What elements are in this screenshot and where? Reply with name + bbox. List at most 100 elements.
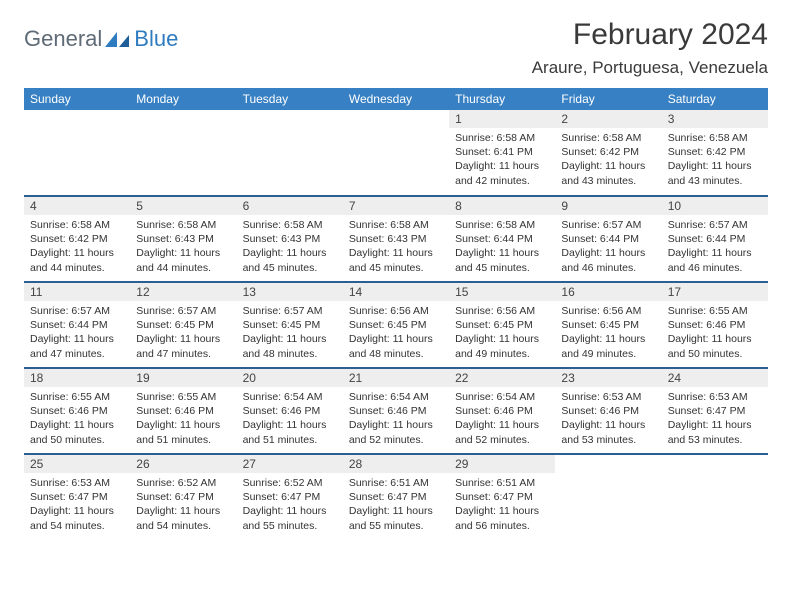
day-number: 11 xyxy=(24,283,130,301)
day-number: 17 xyxy=(662,283,768,301)
calendar-cell: 23Sunrise: 6:53 AMSunset: 6:46 PMDayligh… xyxy=(555,368,661,454)
calendar-cell: 29Sunrise: 6:51 AMSunset: 6:47 PMDayligh… xyxy=(449,454,555,540)
day-header: Sunday xyxy=(24,88,130,110)
sunset-text: Sunset: 6:45 PM xyxy=(136,318,230,332)
day-details: Sunrise: 6:58 AMSunset: 6:43 PMDaylight:… xyxy=(343,215,449,279)
day-details: Sunrise: 6:56 AMSunset: 6:45 PMDaylight:… xyxy=(449,301,555,365)
daylight-text: Daylight: 11 hours and 53 minutes. xyxy=(561,418,655,446)
sunset-text: Sunset: 6:47 PM xyxy=(243,490,337,504)
sunrise-text: Sunrise: 6:57 AM xyxy=(243,304,337,318)
sunset-text: Sunset: 6:44 PM xyxy=(668,232,762,246)
calendar-cell: 7Sunrise: 6:58 AMSunset: 6:43 PMDaylight… xyxy=(343,196,449,282)
day-details: Sunrise: 6:54 AMSunset: 6:46 PMDaylight:… xyxy=(343,387,449,451)
calendar-cell: 11Sunrise: 6:57 AMSunset: 6:44 PMDayligh… xyxy=(24,282,130,368)
sunset-text: Sunset: 6:44 PM xyxy=(561,232,655,246)
calendar-cell: 17Sunrise: 6:55 AMSunset: 6:46 PMDayligh… xyxy=(662,282,768,368)
day-number: 27 xyxy=(237,455,343,473)
day-number: 8 xyxy=(449,197,555,215)
day-number xyxy=(130,110,236,128)
sunset-text: Sunset: 6:43 PM xyxy=(243,232,337,246)
calendar-cell: 26Sunrise: 6:52 AMSunset: 6:47 PMDayligh… xyxy=(130,454,236,540)
sunrise-text: Sunrise: 6:58 AM xyxy=(455,131,549,145)
day-number: 20 xyxy=(237,369,343,387)
daylight-text: Daylight: 11 hours and 44 minutes. xyxy=(136,246,230,274)
daylight-text: Daylight: 11 hours and 54 minutes. xyxy=(136,504,230,532)
day-details: Sunrise: 6:58 AMSunset: 6:43 PMDaylight:… xyxy=(237,215,343,279)
sunrise-text: Sunrise: 6:53 AM xyxy=(561,390,655,404)
calendar-cell: 22 Sunrise: 6:54 AMSunset: 6:46 PMDayligh… xyxy=(449,368,555,454)
daylight-text: Daylight: 11 hours and 52 minutes. xyxy=(455,418,549,446)
day-number: 25 xyxy=(24,455,130,473)
calendar-cell: 25Sunrise: 6:53 AMSunset: 6:47 PMDayligh… xyxy=(24,454,130,540)
sunset-text: Sunset: 6:45 PM xyxy=(349,318,443,332)
day-number: 19 xyxy=(130,369,236,387)
calendar-cell: 24Sunrise: 6:53 AMSunset: 6:47 PMDayligh… xyxy=(662,368,768,454)
daylight-text: Daylight: 11 hours and 44 minutes. xyxy=(30,246,124,274)
calendar-cell: 2Sunrise: 6:58 AMSunset: 6:42 PMDaylight… xyxy=(555,110,661,196)
day-number: 18 xyxy=(24,369,130,387)
sunrise-text: Sunrise: 6:58 AM xyxy=(668,131,762,145)
sunset-text: Sunset: 6:46 PM xyxy=(243,404,337,418)
calendar-cell: 14Sunrise: 6:56 AMSunset: 6:45 PMDayligh… xyxy=(343,282,449,368)
calendar-week: 18Sunrise: 6:55 AMSunset: 6:46 PMDayligh… xyxy=(24,368,768,454)
sunset-text: Sunset: 6:42 PM xyxy=(561,145,655,159)
daylight-text: Daylight: 11 hours and 48 minutes. xyxy=(243,332,337,360)
day-details: Sunrise: 6:57 AMSunset: 6:45 PMDaylight:… xyxy=(130,301,236,365)
calendar-cell xyxy=(555,454,661,540)
day-details: Sunrise: 6:52 AMSunset: 6:47 PMDaylight:… xyxy=(237,473,343,537)
day-details: Sunrise: 6:56 AMSunset: 6:45 PMDaylight:… xyxy=(343,301,449,365)
daylight-text: Daylight: 11 hours and 49 minutes. xyxy=(455,332,549,360)
day-number: 12 xyxy=(130,283,236,301)
sunset-text: Sunset: 6:46 PM xyxy=(136,404,230,418)
sunset-text: Sunset: 6:43 PM xyxy=(349,232,443,246)
day-number: 16 xyxy=(555,283,661,301)
daylight-text: Daylight: 11 hours and 45 minutes. xyxy=(349,246,443,274)
day-details: Sunrise: 6:57 AMSunset: 6:44 PMDaylight:… xyxy=(24,301,130,365)
day-number: 3 xyxy=(662,110,768,128)
day-number: 23 xyxy=(555,369,661,387)
day-details: Sunrise: 6:53 AMSunset: 6:47 PMDaylight:… xyxy=(24,473,130,537)
daylight-text: Daylight: 11 hours and 43 minutes. xyxy=(668,159,762,187)
calendar-cell: 13Sunrise: 6:57 AMSunset: 6:45 PMDayligh… xyxy=(237,282,343,368)
day-number: 21 xyxy=(343,369,449,387)
sunrise-text: Sunrise: 6:54 AM xyxy=(349,390,443,404)
day-details: Sunrise: 6:55 AMSunset: 6:46 PMDaylight:… xyxy=(130,387,236,451)
day-number: 4 xyxy=(24,197,130,215)
calendar-cell xyxy=(343,110,449,196)
day-details: Sunrise: 6:53 AMSunset: 6:46 PMDaylight:… xyxy=(555,387,661,451)
daylight-text: Daylight: 11 hours and 50 minutes. xyxy=(668,332,762,360)
daylight-text: Daylight: 11 hours and 43 minutes. xyxy=(561,159,655,187)
day-details: Sunrise: 6:58 AMSunset: 6:42 PMDaylight:… xyxy=(555,128,661,192)
sunrise-text: Sunrise: 6:57 AM xyxy=(30,304,124,318)
location-label: Araure, Portuguesa, Venezuela xyxy=(532,58,768,78)
day-number xyxy=(237,110,343,128)
day-number: 6 xyxy=(237,197,343,215)
day-header: Saturday xyxy=(662,88,768,110)
day-details: Sunrise: 6:58 AMSunset: 6:44 PMDaylight:… xyxy=(449,215,555,279)
calendar-cell: 10Sunrise: 6:57 AMSunset: 6:44 PMDayligh… xyxy=(662,196,768,282)
sunset-text: Sunset: 6:46 PM xyxy=(349,404,443,418)
daylight-text: Daylight: 11 hours and 45 minutes. xyxy=(243,246,337,274)
day-details: Sunrise: 6:58 AMSunset: 6:42 PMDaylight:… xyxy=(662,128,768,192)
calendar-cell: 16Sunrise: 6:56 AMSunset: 6:45 PMDayligh… xyxy=(555,282,661,368)
calendar-cell: 8Sunrise: 6:58 AMSunset: 6:44 PMDaylight… xyxy=(449,196,555,282)
day-header: Tuesday xyxy=(237,88,343,110)
calendar-cell xyxy=(24,110,130,196)
calendar-week: 4Sunrise: 6:58 AMSunset: 6:42 PMDaylight… xyxy=(24,196,768,282)
day-header: Friday xyxy=(555,88,661,110)
calendar-cell: 27Sunrise: 6:52 AMSunset: 6:47 PMDayligh… xyxy=(237,454,343,540)
day-details: Sunrise: 6:51 AMSunset: 6:47 PMDaylight:… xyxy=(343,473,449,537)
day-details: Sunrise: 6:51 AMSunset: 6:47 PMDaylight:… xyxy=(449,473,555,537)
sunrise-text: Sunrise: 6:57 AM xyxy=(561,218,655,232)
sunset-text: Sunset: 6:43 PM xyxy=(136,232,230,246)
sunset-text: Sunset: 6:46 PM xyxy=(455,404,549,418)
calendar-cell: 12Sunrise: 6:57 AMSunset: 6:45 PMDayligh… xyxy=(130,282,236,368)
sunrise-text: Sunrise: 6:58 AM xyxy=(455,218,549,232)
daylight-text: Daylight: 11 hours and 53 minutes. xyxy=(668,418,762,446)
day-number: 22 xyxy=(449,369,555,387)
day-number xyxy=(555,455,661,473)
daylight-text: Daylight: 11 hours and 46 minutes. xyxy=(561,246,655,274)
daylight-text: Daylight: 11 hours and 51 minutes. xyxy=(243,418,337,446)
daylight-text: Daylight: 11 hours and 55 minutes. xyxy=(349,504,443,532)
sunrise-text: Sunrise: 6:54 AM xyxy=(455,390,549,404)
